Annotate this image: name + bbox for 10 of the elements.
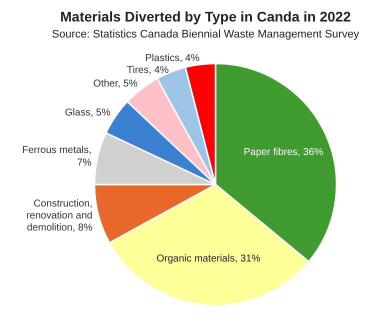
slice-label: Ferrous metals, 7% bbox=[22, 145, 92, 168]
slice-label: Construction, renovation and demolition, 8% bbox=[26, 198, 93, 234]
slice-label: Glass, 5% bbox=[64, 108, 111, 119]
slice-label: Organic materials, 31% bbox=[156, 254, 261, 265]
chart-title: Materials Diverted by Type in Canda in 2022 bbox=[60, 8, 352, 24]
chart-subtitle: Source: Statistics Canada Biennial Waste Management Survey bbox=[52, 28, 360, 40]
slice-label: Plastics, 4% bbox=[145, 53, 200, 64]
slice-label: Tires, 4% bbox=[126, 65, 169, 76]
slice-label: Other, 5% bbox=[93, 78, 138, 90]
slice-label: Paper fibres, 36% bbox=[244, 147, 324, 158]
